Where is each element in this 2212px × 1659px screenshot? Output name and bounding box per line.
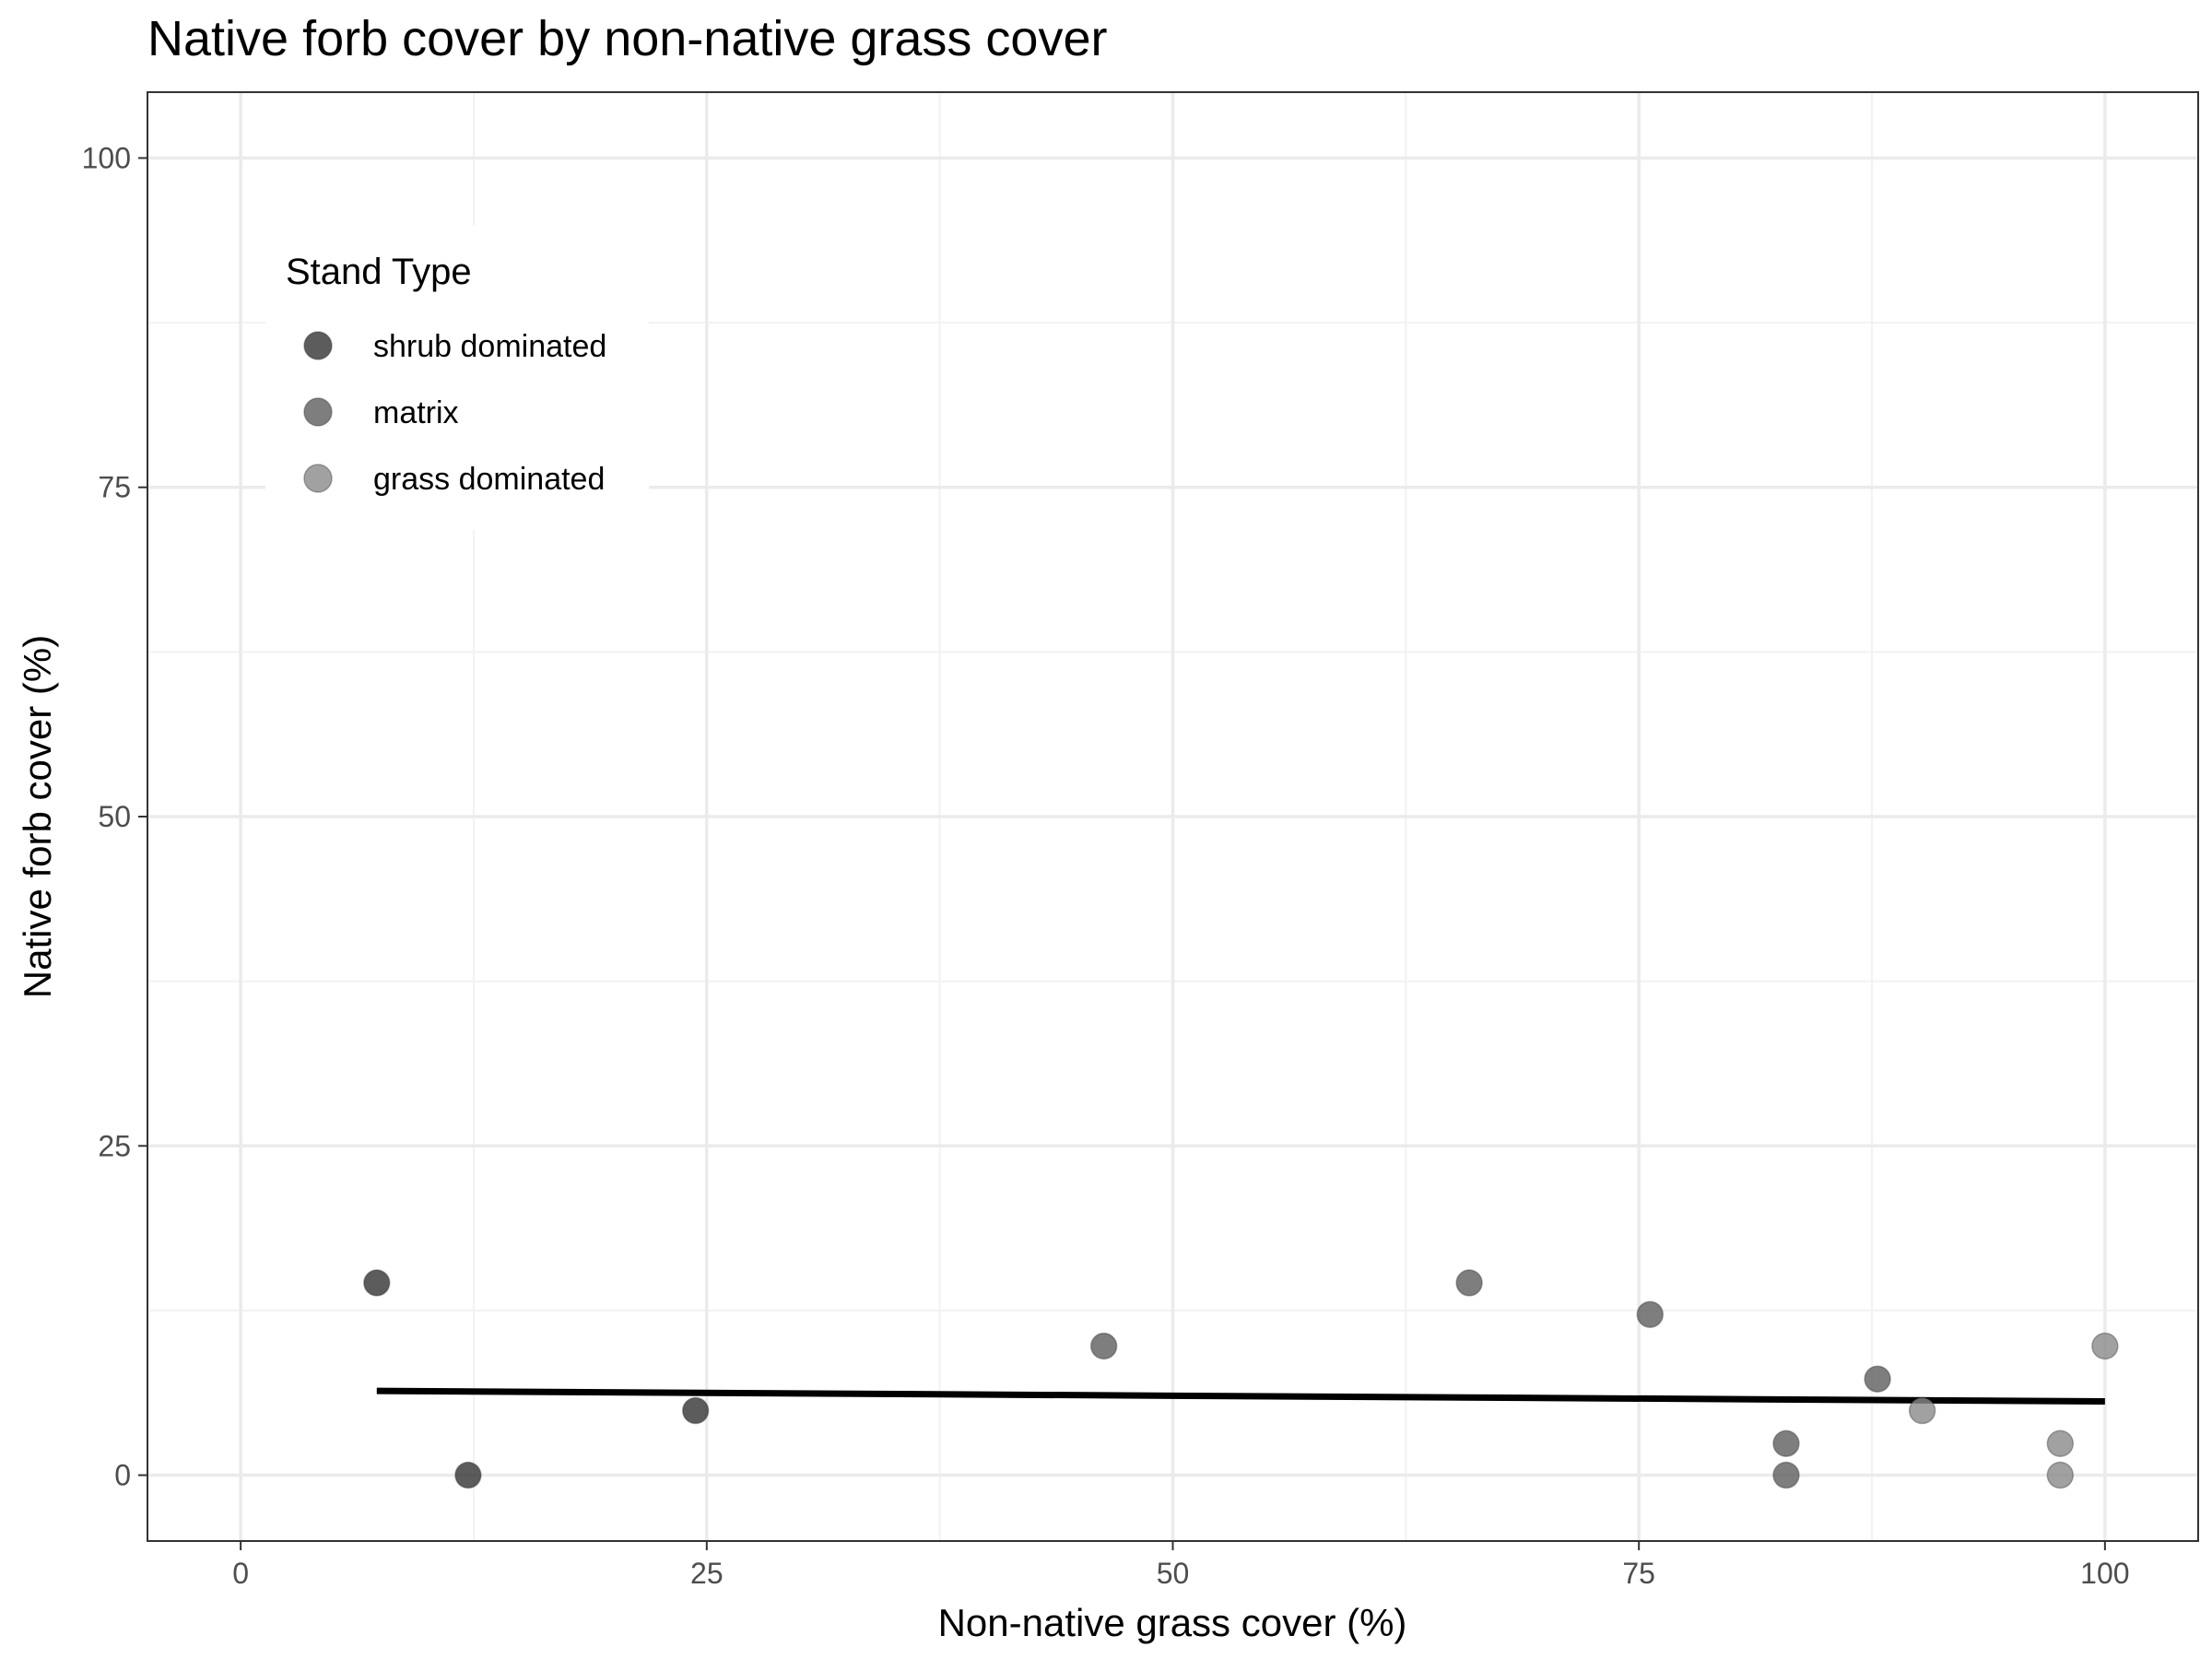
data-point	[1772, 1430, 1800, 1457]
trend-line	[376, 1387, 2105, 1406]
trend-line-group	[376, 1387, 2105, 1406]
x-tick-label: 50	[1157, 1557, 1190, 1590]
x-tick-label: 75	[1622, 1557, 1655, 1590]
data-point	[2091, 1332, 2119, 1360]
data-point	[454, 1461, 482, 1489]
data-point	[2046, 1430, 2075, 1457]
legend-key	[303, 331, 333, 360]
x-tick-label: 0	[232, 1557, 249, 1590]
data-point	[1908, 1396, 1936, 1425]
y-tick-label: 0	[114, 1459, 131, 1492]
data-point	[1864, 1365, 1891, 1393]
data-point	[363, 1269, 391, 1297]
y-tick-label: 25	[98, 1129, 131, 1162]
legend-key	[303, 397, 333, 427]
y-axis-title: Native forb cover (%)	[16, 635, 59, 998]
y-tick-label: 100	[82, 141, 131, 174]
x-tick-label: 25	[690, 1557, 724, 1590]
legend-label: matrix	[373, 395, 459, 430]
data-point	[1772, 1461, 1800, 1489]
legend-key	[303, 464, 333, 493]
x-tick-label: 100	[2080, 1557, 2129, 1590]
y-tick-label: 50	[98, 800, 131, 833]
y-tick-label: 75	[98, 471, 131, 504]
data-point	[2046, 1461, 2075, 1489]
chart-title: Native forb cover by non-native grass co…	[147, 11, 1107, 66]
legend: Stand Type shrub dominated matrix grass do…	[265, 226, 649, 530]
axis-ticks: 0 25 50 75 100 0 25 50 75 100	[82, 141, 2130, 1590]
x-axis-title: Non-native grass cover (%)	[938, 1601, 1407, 1644]
legend-title: Stand Type	[286, 252, 472, 292]
legend-label: shrub dominated	[373, 329, 606, 364]
data-point	[1636, 1300, 1665, 1328]
data-point	[1089, 1332, 1118, 1360]
data-point	[1455, 1269, 1483, 1297]
legend-items: shrub dominated matrix grass dominated	[303, 329, 606, 497]
data-point	[681, 1396, 710, 1425]
data-points	[363, 1269, 2119, 1489]
legend-label: grass dominated	[373, 462, 605, 497]
